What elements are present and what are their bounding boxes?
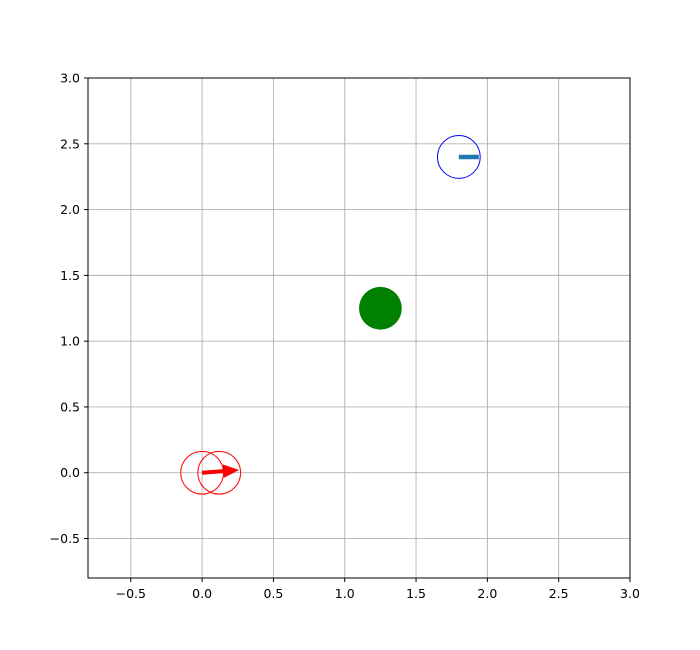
heading-arrow-head-0 bbox=[222, 464, 240, 478]
x-tick-label-1: 0.0 bbox=[192, 586, 212, 601]
y-tick-label-6: 2.5 bbox=[60, 136, 80, 151]
x-tick-label-5: 2.0 bbox=[477, 586, 497, 601]
grid bbox=[88, 77, 631, 578]
x-tick-label-6: 2.5 bbox=[549, 586, 569, 601]
axes-frame bbox=[87, 77, 631, 579]
y-tick-label-1: 0.0 bbox=[60, 465, 80, 480]
y-tick-label-7: 3.0 bbox=[60, 71, 80, 86]
x-tick-label-0: −0.5 bbox=[116, 586, 146, 601]
heading-arrow-shaft-0 bbox=[201, 469, 224, 475]
goal-point bbox=[359, 286, 402, 330]
x-tick-label-4: 1.5 bbox=[406, 586, 426, 601]
y-tick-label-4: 1.5 bbox=[60, 268, 80, 283]
tick-labels: −0.5 0.0 0.5 1.0 1.5 2.0 2.5 3.0 −0.5 0.0 0.5 1.0 1.… bbox=[50, 71, 640, 602]
y-tick-label-0: −0.5 bbox=[50, 531, 80, 546]
y-tick-label-2: 0.5 bbox=[60, 399, 80, 414]
marks bbox=[180, 135, 481, 495]
x-tick-label-2: 0.5 bbox=[263, 586, 283, 601]
x-tick-label-3: 1.0 bbox=[335, 586, 355, 601]
x-tick-label-7: 3.0 bbox=[620, 586, 640, 601]
y-tick-label-3: 1.0 bbox=[60, 334, 80, 349]
y-tick-label-5: 2.0 bbox=[60, 202, 80, 217]
heading-arrow-0 bbox=[201, 464, 240, 478]
agent-circle-1 bbox=[197, 450, 242, 495]
ticks bbox=[84, 77, 631, 582]
agent-circle-2 bbox=[436, 135, 481, 179]
